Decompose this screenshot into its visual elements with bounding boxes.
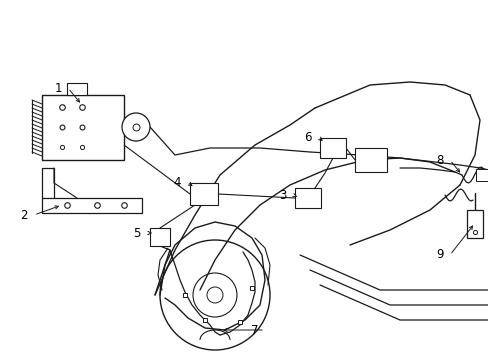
Text: 4: 4: [173, 176, 181, 189]
FancyBboxPatch shape: [150, 228, 170, 246]
Text: 6: 6: [304, 131, 311, 144]
Circle shape: [122, 113, 150, 141]
FancyBboxPatch shape: [294, 188, 320, 208]
Text: 9: 9: [435, 248, 443, 261]
FancyBboxPatch shape: [354, 148, 386, 172]
Text: 8: 8: [435, 153, 443, 166]
Text: 3: 3: [279, 189, 286, 202]
Text: 1: 1: [54, 81, 61, 95]
Text: 5: 5: [133, 226, 141, 239]
FancyBboxPatch shape: [475, 169, 487, 181]
FancyBboxPatch shape: [466, 210, 482, 238]
FancyBboxPatch shape: [190, 183, 218, 205]
FancyBboxPatch shape: [319, 138, 346, 158]
FancyBboxPatch shape: [67, 83, 87, 95]
FancyBboxPatch shape: [42, 95, 124, 160]
Text: 2: 2: [20, 208, 28, 221]
Text: 7: 7: [251, 324, 258, 337]
